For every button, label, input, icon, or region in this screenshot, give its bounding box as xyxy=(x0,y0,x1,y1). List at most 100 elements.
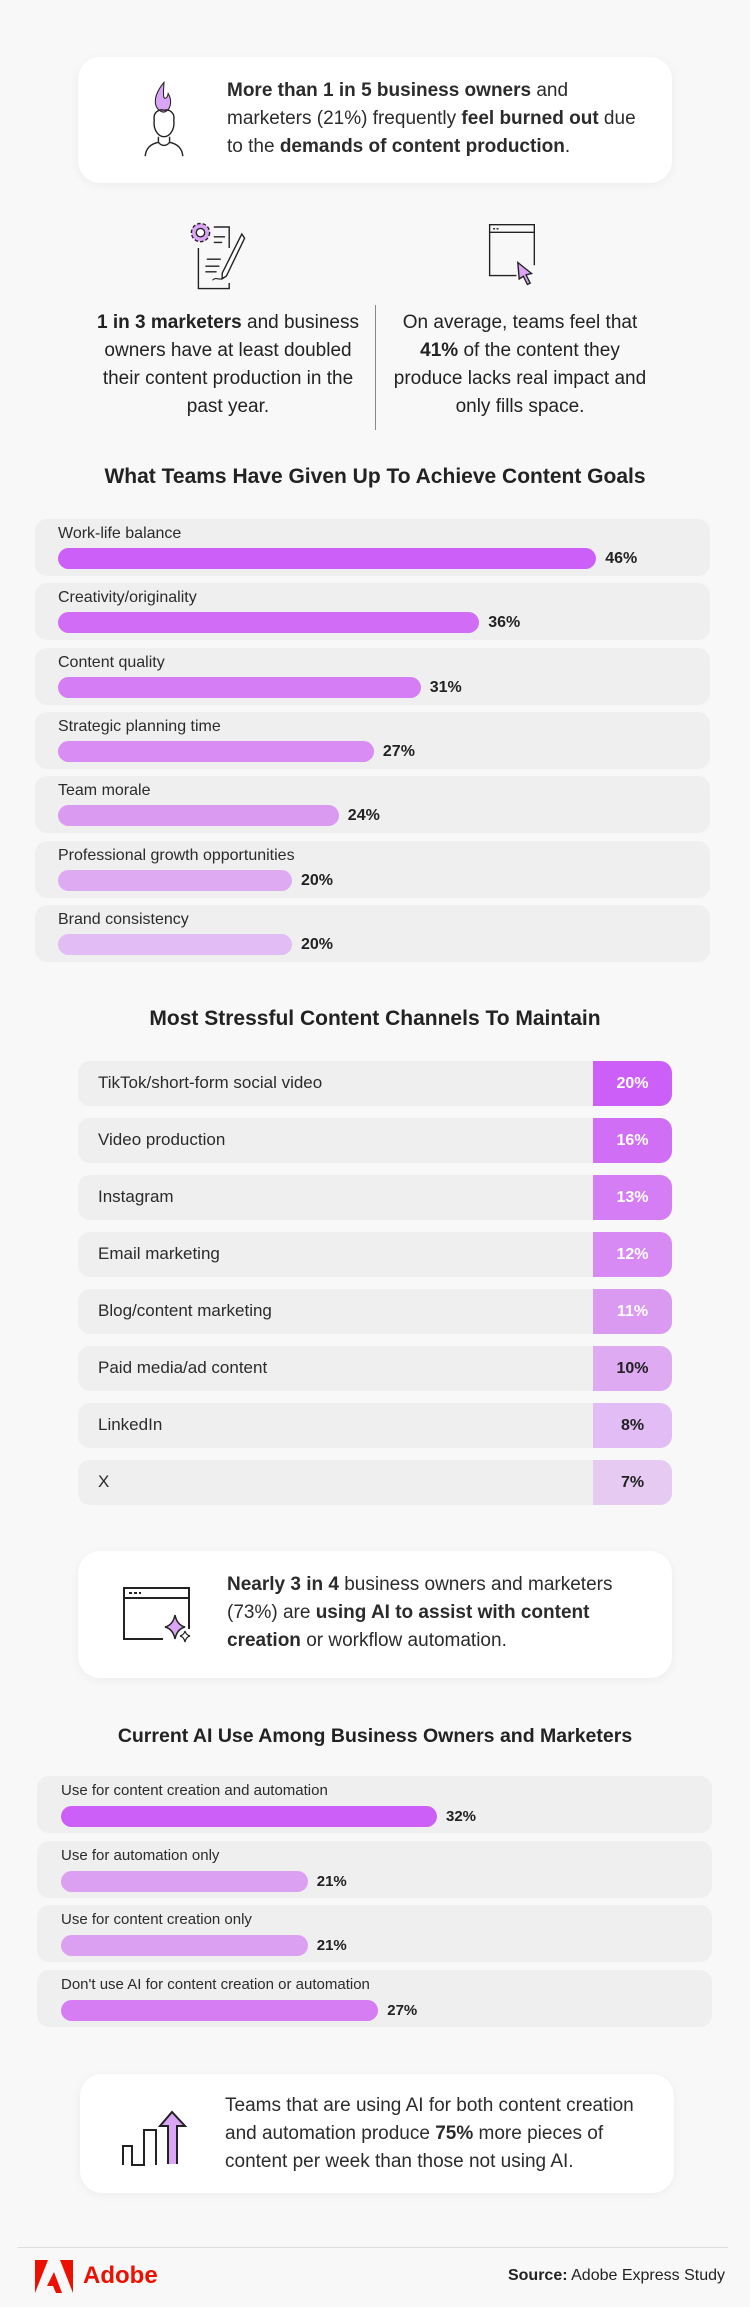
channel-label: Email marketing xyxy=(98,1244,220,1263)
chart3-title: Current AI Use Among Business Owners and… xyxy=(117,1725,633,1747)
bar xyxy=(58,548,597,569)
bar-value: 27% xyxy=(387,2001,418,2019)
bar-value: 20% xyxy=(301,871,334,889)
bar xyxy=(58,740,374,762)
chart1-row: Brand consistency 20% xyxy=(35,904,710,962)
burnout-text: More than 1 in 5 business owners and mar… xyxy=(227,77,647,161)
chart3-row: Use for content creation only 21% xyxy=(37,1905,712,1962)
ai-usage-bold-1: Nearly 3 in 4 xyxy=(227,1574,339,1595)
growth-chart-arrow-icon xyxy=(122,2110,188,2166)
bar xyxy=(58,869,292,891)
ai-usage-text-2: or workflow automation. xyxy=(300,1630,507,1651)
bar-value: 46% xyxy=(605,550,638,567)
stat-right-text-1: On average, teams feel that xyxy=(402,312,638,333)
bar xyxy=(61,1935,308,1956)
bar-value: 32% xyxy=(446,1808,477,1825)
chart3-row: Don't use AI for content creation or aut… xyxy=(37,1969,712,2027)
bar-value: 36% xyxy=(488,614,521,632)
bar xyxy=(58,933,292,955)
ai-usage-text: Nearly 3 in 4 business owners and market… xyxy=(227,1571,647,1655)
chart3-row: Use for content creation and automation 3… xyxy=(37,1776,712,1833)
channel-value: 11% xyxy=(593,1289,672,1334)
channel-value: 8% xyxy=(593,1403,672,1448)
browser-cursor-icon xyxy=(488,224,538,286)
channel-value: 20% xyxy=(593,1061,672,1106)
chart2-row: Instagram 13% xyxy=(78,1175,672,1220)
bar xyxy=(61,1870,308,1892)
chart1-row: Professional growth opportunities 20% xyxy=(35,840,710,898)
productivity-text: Teams that are using AI for both content… xyxy=(225,2092,655,2176)
stat-doubled-production: 1 in 3 marketers and business owners hav… xyxy=(93,309,363,421)
bar xyxy=(61,1806,437,1827)
bar-label: Use for content creation and automation xyxy=(61,1782,328,1799)
channel-label: TikTok/short-form social video xyxy=(98,1073,323,1092)
bar-value: 31% xyxy=(429,678,462,696)
chart2-row: LinkedIn 8% xyxy=(78,1403,672,1448)
bar-value: 27% xyxy=(382,742,415,760)
ai-usage-card: Nearly 3 in 4 business owners and market… xyxy=(78,1551,672,1678)
productivity-text-1: Teams that are using AI for both content… xyxy=(225,2095,634,2144)
bar-label: Brand consistency xyxy=(58,910,189,928)
adobe-brand: Adobe xyxy=(83,2262,158,2289)
source-label: Source: xyxy=(507,2267,568,2284)
bar-label: Content quality xyxy=(58,653,165,671)
browser-sparkle-icon xyxy=(123,1587,191,1643)
productivity-bold: 75% xyxy=(435,2123,474,2144)
chart2-title: Most Stressful Content Channels To Maint… xyxy=(149,1007,601,1030)
bar xyxy=(58,805,339,827)
footer-divider xyxy=(18,2247,728,2248)
burnout-bold-1: More than 1 in 5 business owners xyxy=(227,80,532,101)
channel-label: Paid media/ad content xyxy=(98,1358,268,1377)
burned-out-person-icon xyxy=(144,81,184,157)
bar xyxy=(58,612,480,634)
chart1-row: Content quality 31% xyxy=(35,647,710,705)
stat-left-bold: 1 in 3 marketers xyxy=(97,312,242,333)
source-note: Source: Adobe Express Study xyxy=(508,2266,725,2286)
bar-label: Creativity/originality xyxy=(58,589,197,607)
channel-label: Instagram xyxy=(98,1187,174,1206)
productivity-text-2: more pieces of content per week than tho… xyxy=(225,2123,604,2172)
bar-label: Use for automation only xyxy=(61,1846,220,1864)
ai-usage-bold-2: using AI to assist with content creation xyxy=(227,1602,590,1651)
chart1-row: Work-life balance 46% xyxy=(35,519,710,576)
chart1-row: Team morale 24% xyxy=(35,776,710,834)
bar-value: 21% xyxy=(316,1872,347,1890)
channel-label: LinkedIn xyxy=(98,1415,163,1434)
source-value: Adobe Express Study xyxy=(567,2267,725,2284)
bar-value: 21% xyxy=(316,1937,347,1954)
bar-label: Work-life balance xyxy=(58,525,182,542)
chart2-row: X 7% xyxy=(78,1460,672,1505)
divider xyxy=(375,305,376,430)
chart1-title: What Teams Have Given Up To Achieve Cont… xyxy=(104,465,646,488)
document-gear-pen-icon xyxy=(190,222,246,290)
bar xyxy=(61,1999,379,2021)
burnout-text-3: . xyxy=(564,136,571,157)
productivity-card: Teams that are using AI for both content… xyxy=(80,2074,674,2193)
bar-label: Use for content creation only xyxy=(61,1911,252,1928)
channel-value: 12% xyxy=(593,1232,672,1277)
bar-value: 24% xyxy=(347,807,380,825)
bar-label: Strategic planning time xyxy=(58,717,221,735)
ai-usage-text-1: business owners and marketers (73%) are xyxy=(227,1574,613,1623)
stat-right-bold: 41% xyxy=(420,340,459,361)
stat-low-impact-content: On average, teams feel that 41% of the c… xyxy=(385,309,655,421)
channel-label: Blog/content marketing xyxy=(98,1301,272,1320)
chart1-row: Strategic planning time 27% xyxy=(35,711,710,769)
chart2-row: Email marketing 12% xyxy=(78,1232,672,1277)
chart1-row: Creativity/originality 36% xyxy=(35,583,710,641)
burnout-bold-3: demands of content production xyxy=(279,136,565,157)
bar-label: Team morale xyxy=(58,782,151,800)
bar-label: Don't use AI for content creation or aut… xyxy=(61,1975,370,1993)
channel-label: X xyxy=(98,1472,110,1491)
adobe-logo-icon xyxy=(35,2260,73,2293)
chart2-row: Video production 16% xyxy=(78,1118,672,1163)
bar xyxy=(58,676,421,698)
stat-left-text: and business owners have at least double… xyxy=(102,312,359,417)
channel-value: 13% xyxy=(593,1175,672,1220)
chart3-row: Use for automation only 21% xyxy=(37,1840,712,1898)
bar-label: Professional growth opportunities xyxy=(58,846,295,864)
channel-value: 7% xyxy=(593,1460,672,1505)
burnout-text-1: and marketers (21%) frequently xyxy=(227,80,569,129)
channel-value: 16% xyxy=(593,1118,672,1163)
stat-right-text-2: of the content they produce lacks real i… xyxy=(393,340,647,417)
